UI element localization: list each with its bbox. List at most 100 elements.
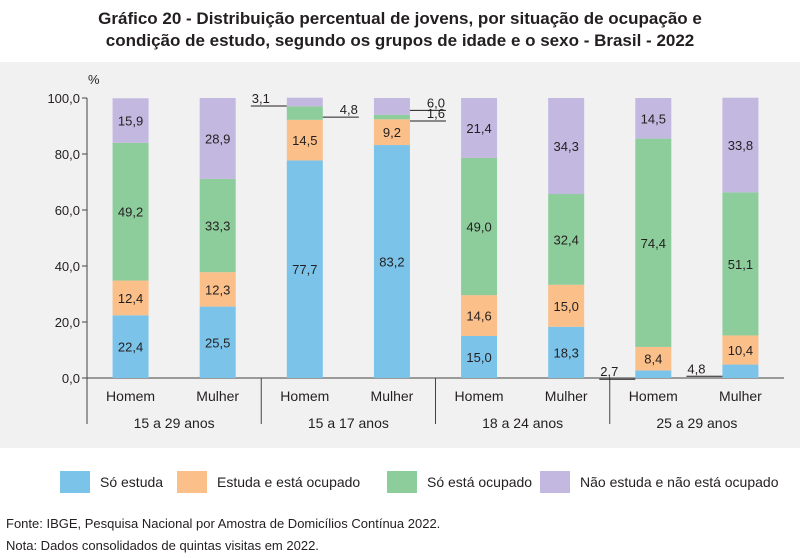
bar-segment xyxy=(548,194,585,285)
data-label: 15,9 xyxy=(118,114,143,129)
x-tick-label: Homem xyxy=(629,388,678,404)
legend-label: Não estuda e não está ocupado xyxy=(580,474,779,490)
data-label: 9,2 xyxy=(383,125,401,140)
legend-item: Estuda e está ocupado xyxy=(177,470,360,494)
bar-segment xyxy=(548,326,585,378)
data-label: 18,3 xyxy=(554,345,579,360)
legend-swatch xyxy=(177,471,207,493)
bar-segment xyxy=(461,157,498,296)
legend-item: Só está ocupado xyxy=(387,470,532,494)
data-label: 51,1 xyxy=(728,257,753,272)
data-label: 28,9 xyxy=(205,131,230,146)
y-tick-label: 100,0 xyxy=(47,91,80,106)
data-label: 2,7 xyxy=(600,364,618,379)
bar-segment xyxy=(199,178,236,273)
bar-segment xyxy=(722,364,759,378)
bar-segment xyxy=(461,295,498,336)
data-label: 49,0 xyxy=(466,220,491,235)
data-label: 3,1 xyxy=(252,91,270,106)
chart-title-line-2: condição de estudo, segundo os grupos de… xyxy=(105,31,695,50)
source-note: Fonte: IBGE, Pesquisa Nacional por Amost… xyxy=(6,516,441,531)
bar-segment xyxy=(199,98,236,179)
bar-segment xyxy=(635,138,672,347)
legend-swatch xyxy=(540,471,570,493)
y-tick-label: 60,0 xyxy=(55,203,80,218)
bar-segment xyxy=(286,97,323,107)
data-label: 12,4 xyxy=(118,291,143,306)
group-label: 25 a 29 anos xyxy=(656,415,737,431)
bar-segment xyxy=(286,119,323,161)
y-axis-unit: % xyxy=(88,72,100,87)
x-tick-label: Homem xyxy=(106,388,155,404)
x-tick-label: Mulher xyxy=(719,388,762,404)
bar-segment xyxy=(112,98,149,143)
data-label: 32,4 xyxy=(554,232,579,247)
chart-legend: Só estuda Estuda e está ocupado Só está oc… xyxy=(60,470,800,494)
data-label: 15,0 xyxy=(466,350,491,365)
bar-segment xyxy=(461,336,498,378)
legend-label: Só está ocupado xyxy=(427,474,533,490)
group-label: 15 a 17 anos xyxy=(308,415,389,431)
bar-segment xyxy=(286,160,323,378)
data-label: 14,6 xyxy=(466,309,491,324)
data-label: 21,4 xyxy=(466,121,491,136)
bar-segment xyxy=(373,98,410,115)
data-label: 14,5 xyxy=(641,111,666,126)
bar-segment xyxy=(548,284,585,327)
bar-segment xyxy=(635,346,672,371)
data-note: Nota: Dados consolidados de quintas visi… xyxy=(6,538,319,553)
bar-segment xyxy=(112,142,149,281)
x-tick-label: Mulher xyxy=(545,388,588,404)
y-tick-label: 40,0 xyxy=(55,259,80,274)
x-tick-label: Homem xyxy=(280,388,329,404)
bar-segment xyxy=(722,97,759,193)
legend-swatch xyxy=(387,471,417,493)
data-label: 4,8 xyxy=(340,102,358,117)
x-tick-label: Mulher xyxy=(196,388,239,404)
legend-swatch xyxy=(60,471,90,493)
bar-segment xyxy=(199,306,236,378)
bar-segment xyxy=(112,280,149,316)
chart-title: Gráfico 20 - Distribuição percentual de … xyxy=(0,8,800,52)
data-label: 15,0 xyxy=(554,299,579,314)
x-tick-label: Mulher xyxy=(371,388,414,404)
bar-segment xyxy=(635,370,672,378)
data-label: 49,2 xyxy=(118,205,143,220)
bar-segment xyxy=(373,145,410,378)
data-label: 4,8 xyxy=(687,361,705,376)
data-label: 77,7 xyxy=(292,262,317,277)
bar-segment xyxy=(373,114,410,120)
bar-segment xyxy=(112,315,149,378)
data-label: 33,8 xyxy=(728,138,753,153)
bar-segment xyxy=(635,98,672,139)
y-tick-label: 80,0 xyxy=(55,147,80,162)
bar-segment xyxy=(373,119,410,146)
data-label: 25,5 xyxy=(205,335,230,350)
stacked-bar-chart: % 0,0 20,0 40,0 60,0 80,0 100,0 22,4 12,4 49,2 15,… xyxy=(47,72,784,431)
data-label: 74,4 xyxy=(641,236,666,251)
data-label: 83,2 xyxy=(379,255,404,270)
bar-segment xyxy=(286,106,323,120)
data-label: 33,3 xyxy=(205,219,230,234)
data-label: 1,6 xyxy=(427,106,445,121)
data-label: 12,3 xyxy=(205,282,230,297)
legend-item: Não estuda e não está ocupado xyxy=(540,470,779,494)
y-tick-label: 20,0 xyxy=(55,315,80,330)
legend-label: Estuda e está ocupado xyxy=(217,474,361,490)
data-label: 34,3 xyxy=(554,139,579,154)
group-label: 18 a 24 anos xyxy=(482,415,563,431)
bar-segment xyxy=(548,98,585,195)
data-label: 6,0 xyxy=(427,95,445,110)
data-label: 14,5 xyxy=(292,133,317,148)
data-label: 22,4 xyxy=(118,340,143,355)
data-label: 8,4 xyxy=(644,352,662,367)
bar-segment xyxy=(722,335,759,365)
chart-title-line-1: Gráfico 20 - Distribuição percentual de … xyxy=(98,9,702,28)
legend-label: Só estuda xyxy=(100,474,164,490)
legend-item: Só estuda xyxy=(60,470,163,494)
y-tick-label: 0,0 xyxy=(62,371,80,386)
x-tick-label: Homem xyxy=(455,388,504,404)
data-label: 10,4 xyxy=(728,343,753,358)
bar-segment xyxy=(199,272,236,307)
group-label: 15 a 29 anos xyxy=(134,415,215,431)
